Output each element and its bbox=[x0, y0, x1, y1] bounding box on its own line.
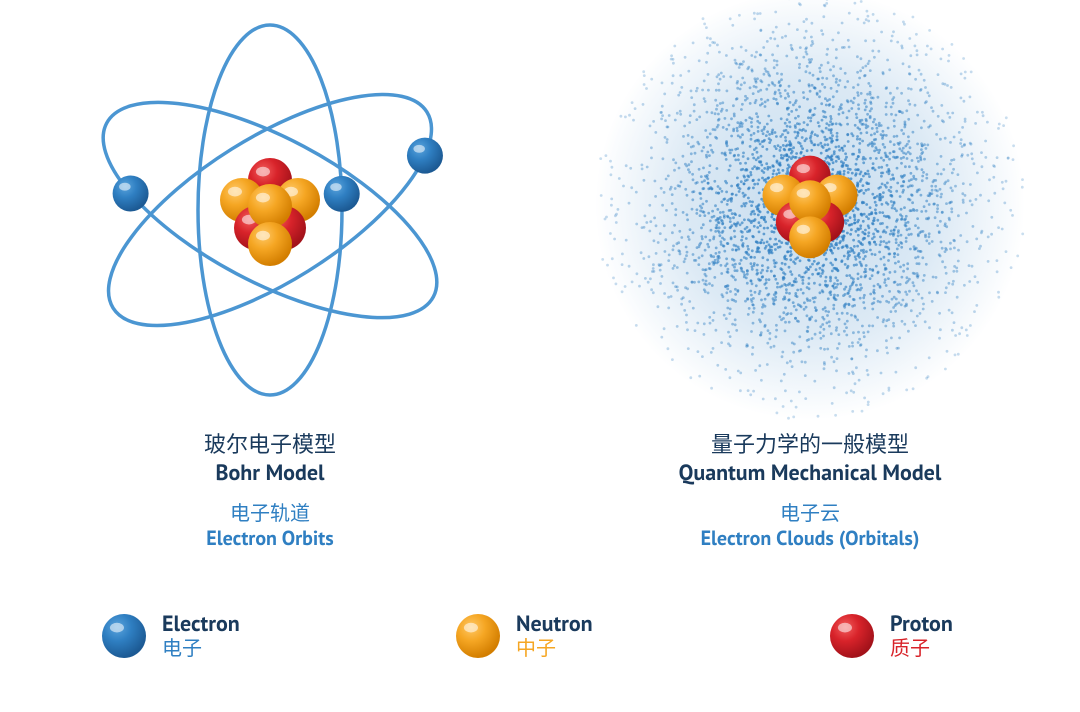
legend-electron-en: Electron bbox=[162, 612, 240, 637]
nucleus-neutron-6-highlight bbox=[256, 231, 270, 241]
legend-electron-icon bbox=[100, 612, 148, 660]
nucleus-neutron-1-highlight bbox=[770, 183, 783, 192]
nucleus-neutron-6 bbox=[789, 216, 831, 258]
legend: Electron电子 Neutron中子 Proton质子 bbox=[0, 612, 1080, 702]
bohr-caption-cn-main: 玻尔电子模型 bbox=[0, 432, 540, 460]
quantum-caption-cn-sub: 电子云 bbox=[540, 501, 1080, 526]
legend-proton-text: Proton质子 bbox=[890, 612, 953, 660]
legend-electron-sphere-highlight bbox=[110, 623, 124, 633]
legend-item-electron: Electron电子 bbox=[100, 612, 240, 660]
quantum-caption-en-sub: Electron Clouds (Orbitals) bbox=[540, 526, 1080, 551]
quantum-caption: 量子力学的一般模型 Quantum Mechanical Model 电子云 E… bbox=[540, 432, 1080, 551]
bohr-caption-en-sub: Electron Orbits bbox=[0, 526, 540, 551]
legend-neutron-en: Neutron bbox=[516, 612, 593, 637]
nucleus-neutron-5-highlight bbox=[256, 193, 270, 203]
nucleus-proton-0-highlight bbox=[256, 167, 270, 177]
bohr-electron-1 bbox=[407, 138, 443, 174]
legend-electron-text: Electron电子 bbox=[162, 612, 240, 660]
legend-item-neutron: Neutron中子 bbox=[454, 612, 593, 660]
legend-proton-en: Proton bbox=[890, 612, 953, 637]
nucleus-neutron-5 bbox=[248, 184, 292, 228]
legend-neutron-sphere bbox=[456, 614, 500, 658]
bohr-electron-1-highlight bbox=[413, 145, 425, 153]
quantum-caption-en-main: Quantum Mechanical Model bbox=[540, 460, 1080, 488]
bohr-electron-2-highlight bbox=[330, 183, 342, 191]
quantum-panel: 量子力学的一般模型 Quantum Mechanical Model 电子云 E… bbox=[540, 0, 1080, 560]
legend-neutron-icon bbox=[454, 612, 502, 660]
legend-proton-sphere-highlight bbox=[838, 623, 852, 633]
bohr-electron-0-highlight bbox=[119, 183, 131, 191]
bohr-electron-2 bbox=[324, 176, 360, 212]
legend-item-proton: Proton质子 bbox=[828, 612, 953, 660]
legend-electron-sphere bbox=[102, 614, 146, 658]
bohr-caption-cn-sub: 电子轨道 bbox=[0, 501, 540, 526]
diagram-stage: 玻尔电子模型 Bohr Model 电子轨道 Electron Orbits 量… bbox=[0, 0, 1080, 712]
nucleus-neutron-6 bbox=[248, 222, 292, 266]
nucleus-neutron-6-highlight bbox=[797, 225, 810, 234]
bohr-caption: 玻尔电子模型 Bohr Model 电子轨道 Electron Orbits bbox=[0, 432, 540, 551]
legend-neutron-cn: 中子 bbox=[516, 637, 593, 660]
bohr-electron-0 bbox=[113, 176, 149, 212]
legend-electron-cn: 电子 bbox=[162, 637, 240, 660]
nucleus-neutron-1-highlight bbox=[228, 187, 242, 197]
quantum-caption-cn-main: 量子力学的一般模型 bbox=[540, 432, 1080, 460]
legend-proton-icon bbox=[828, 612, 876, 660]
legend-neutron-sphere-highlight bbox=[464, 623, 478, 633]
legend-proton-sphere bbox=[830, 614, 874, 658]
bohr-panel: 玻尔电子模型 Bohr Model 电子轨道 Electron Orbits bbox=[0, 0, 540, 560]
nucleus bbox=[220, 158, 320, 266]
legend-neutron-text: Neutron中子 bbox=[516, 612, 593, 660]
nucleus-proton-0-highlight bbox=[797, 164, 810, 173]
nucleus-neutron-5 bbox=[789, 180, 831, 222]
bohr-caption-en-main: Bohr Model bbox=[0, 460, 540, 488]
nucleus-neutron-5-highlight bbox=[797, 189, 810, 198]
legend-proton-cn: 质子 bbox=[890, 637, 953, 660]
